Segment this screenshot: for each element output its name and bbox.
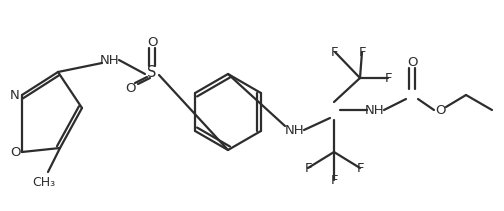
Text: O: O [147,35,157,49]
Text: F: F [304,161,312,174]
Text: CH₃: CH₃ [32,176,55,188]
Text: NH: NH [365,104,385,116]
Text: F: F [384,72,392,84]
Text: NH: NH [100,54,120,66]
Text: NH: NH [285,123,305,137]
Text: O: O [10,146,20,158]
Text: O: O [407,55,417,69]
Text: O: O [125,81,135,95]
Text: N: N [10,88,20,101]
Text: F: F [358,46,366,58]
Text: F: F [331,46,339,58]
Text: F: F [356,161,364,174]
Text: F: F [330,173,338,187]
Text: O: O [435,104,445,116]
Text: S: S [147,65,157,80]
